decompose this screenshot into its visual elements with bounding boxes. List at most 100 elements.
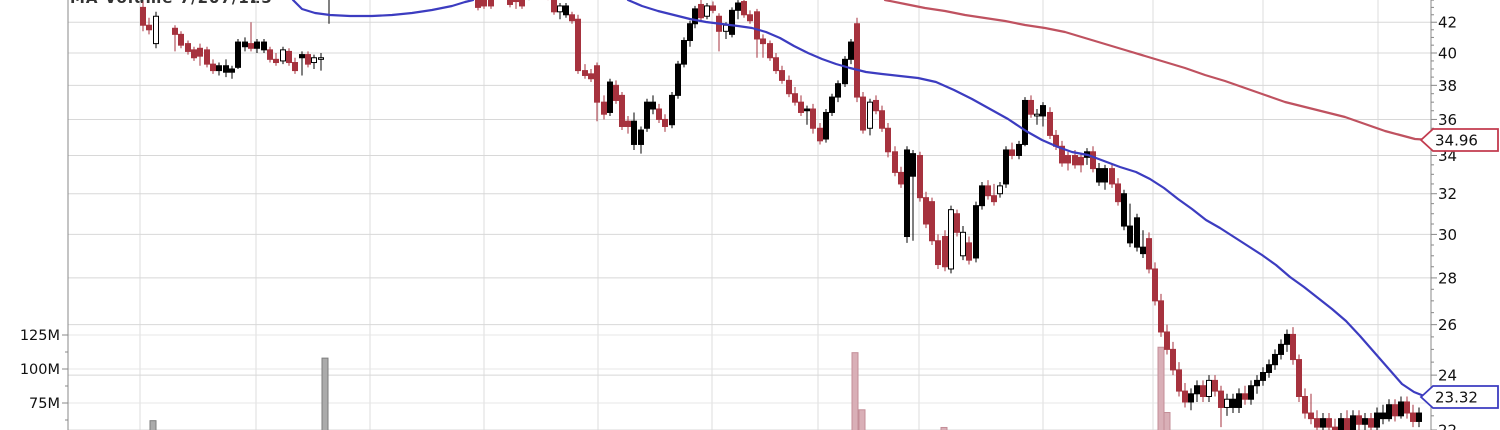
candle-down xyxy=(929,201,935,242)
candle-up xyxy=(835,83,841,98)
candle-down xyxy=(582,70,588,76)
candle-down xyxy=(286,50,292,64)
candle-down xyxy=(817,127,823,142)
volume-bar xyxy=(149,420,157,430)
candle-up xyxy=(1254,379,1260,387)
candle-down xyxy=(954,213,960,233)
candle-up xyxy=(1121,193,1127,227)
ma50 xyxy=(291,0,1433,399)
candle-down xyxy=(210,63,216,72)
candle-down xyxy=(625,120,631,127)
candle-down xyxy=(1392,404,1398,417)
candle-up xyxy=(1350,415,1356,430)
candle-down xyxy=(1212,379,1218,392)
candle-up xyxy=(1362,418,1368,425)
candle-up xyxy=(261,41,267,51)
candle-hollow xyxy=(280,49,286,62)
candle-down xyxy=(767,43,773,59)
candle-up xyxy=(644,101,650,129)
candle-down xyxy=(140,6,146,26)
candle-up xyxy=(681,40,687,65)
volume-axis-label: 125M xyxy=(20,328,60,344)
candle-down xyxy=(475,0,481,8)
candle-up xyxy=(1398,401,1404,417)
price-axis-label: 40 xyxy=(1438,45,1457,63)
candle-hollow xyxy=(948,209,954,270)
candle-down xyxy=(991,195,997,203)
candle-down xyxy=(656,108,662,120)
candle-down xyxy=(898,171,904,185)
candle-up xyxy=(1380,412,1386,420)
candle-down xyxy=(1218,390,1224,408)
candle-down xyxy=(601,101,607,115)
candle-up xyxy=(823,111,829,140)
candle-up xyxy=(1260,372,1266,381)
ma200-line xyxy=(883,0,1433,142)
candle-hollow xyxy=(1034,113,1040,117)
candle-down xyxy=(792,93,798,103)
candle-down xyxy=(1182,390,1188,403)
chart-legend-clipped: MA Volume 7/207/125 xyxy=(70,0,273,7)
candle-up xyxy=(1040,105,1046,117)
candle-hollow xyxy=(867,101,873,129)
candle-down xyxy=(1344,418,1350,430)
volume-bar xyxy=(1157,346,1165,430)
candles-layer xyxy=(140,0,1422,430)
candle-down xyxy=(551,0,557,13)
ma200-last-price-flag: 34.96 xyxy=(1419,128,1499,152)
candle-down xyxy=(172,27,178,35)
candle-down xyxy=(779,70,785,81)
candle-down xyxy=(1072,154,1078,166)
candle-down xyxy=(985,185,991,197)
price-axis-label: 28 xyxy=(1438,269,1457,287)
candle-down xyxy=(1368,418,1374,428)
ma50-last-flag-shape xyxy=(1419,385,1499,409)
candle-up xyxy=(1338,418,1344,430)
candle-down xyxy=(1356,415,1362,425)
candle-up xyxy=(1230,398,1236,408)
candle-down xyxy=(1200,385,1206,398)
candle-down xyxy=(1158,300,1164,333)
candle-up xyxy=(804,108,810,112)
ma50-line xyxy=(291,0,475,18)
candle-down xyxy=(519,0,525,7)
candle-down xyxy=(1314,418,1320,428)
ma200-last-flag-value: 34.96 xyxy=(1435,132,1478,150)
candle-down xyxy=(488,0,494,7)
candle-down xyxy=(747,14,753,22)
candle-down xyxy=(613,84,619,101)
candle-down xyxy=(760,38,766,45)
candle-down xyxy=(854,23,860,98)
candle-down xyxy=(1290,333,1296,361)
candle-hollow xyxy=(1206,379,1212,398)
candle-up xyxy=(216,65,222,72)
candle-hollow xyxy=(997,185,1003,195)
candle-down xyxy=(923,197,929,225)
ma50-line xyxy=(626,0,1433,399)
volume-axis-label: 100M xyxy=(20,362,60,378)
candle-down xyxy=(917,154,923,199)
price-axis-label: 32 xyxy=(1438,185,1457,203)
candle-down xyxy=(1152,268,1158,302)
candle-down xyxy=(698,3,704,19)
candle-up xyxy=(729,9,735,35)
price-axis-label: 26 xyxy=(1438,316,1457,334)
candle-down xyxy=(1308,412,1314,420)
candle-up xyxy=(979,185,985,207)
candle-up xyxy=(607,81,613,113)
candle-down xyxy=(1047,111,1053,136)
candle-up xyxy=(563,5,569,16)
candle-up xyxy=(1374,412,1380,428)
volume-axis: 125M 100M 75M xyxy=(20,0,69,430)
price-axis-label-partial: 22 xyxy=(1438,421,1457,430)
candle-hollow xyxy=(318,57,324,60)
candle-down xyxy=(860,96,866,131)
volume-bar xyxy=(321,357,329,430)
candle-down xyxy=(662,118,668,127)
candle-down xyxy=(197,47,203,57)
candle-hollow xyxy=(1224,398,1230,408)
candle-down xyxy=(569,14,575,22)
candle-down xyxy=(966,242,972,261)
candle-down xyxy=(178,33,184,46)
